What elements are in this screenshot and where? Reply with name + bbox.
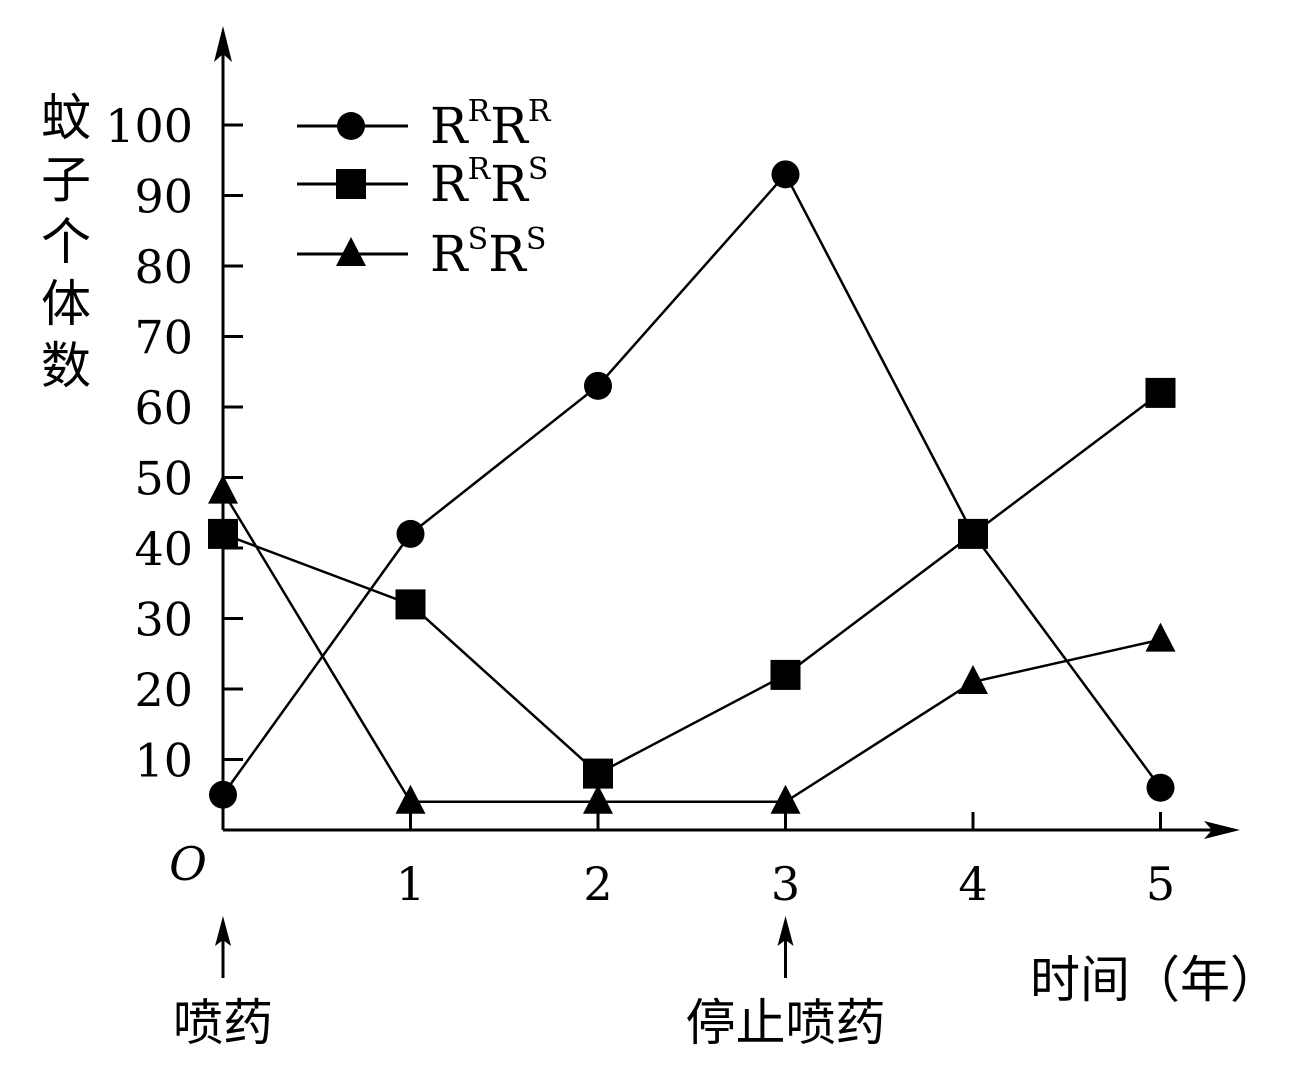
y-tick-label: 70 <box>134 311 193 365</box>
legend-label: RRRS <box>430 152 548 213</box>
annotation: 停止喷药 <box>686 916 886 1052</box>
data-point <box>584 371 612 400</box>
y-tick-label: 30 <box>134 593 193 647</box>
legend-marker <box>337 112 365 140</box>
series-circle <box>209 160 1175 809</box>
y-axis-label: 蚊子个体数 <box>41 89 91 395</box>
annotation: 喷药 <box>173 916 273 1052</box>
y-tick-label: 90 <box>134 170 193 224</box>
x-tick-label: 2 <box>583 857 612 911</box>
data-point <box>209 780 237 809</box>
data-point <box>1146 773 1175 802</box>
annotation-label: 停止喷药 <box>686 994 886 1052</box>
x-tick-label: 5 <box>1146 857 1175 911</box>
legend-entry: RRRS <box>297 152 548 213</box>
annotations: 喷药 停止喷药 <box>173 916 886 1052</box>
y-tick-label: 50 <box>134 452 193 506</box>
data-point <box>770 784 801 814</box>
annotation-label: 喷药 <box>173 994 273 1052</box>
legend-label: RSRS <box>430 222 546 283</box>
data-point <box>770 659 801 690</box>
data-point <box>771 160 800 189</box>
data-point <box>395 784 426 814</box>
series-square <box>208 377 1176 789</box>
data-point <box>395 589 426 620</box>
series-line <box>221 490 1161 804</box>
data-point <box>1145 377 1176 408</box>
data-point <box>583 784 613 814</box>
legend-marker <box>336 237 366 266</box>
y-tick-label: 100 <box>105 99 193 153</box>
series-line <box>221 172 1162 796</box>
data-point <box>1145 622 1176 652</box>
data-point <box>208 518 238 549</box>
data-point <box>396 519 425 548</box>
y-tick-label: 80 <box>134 240 193 294</box>
annotation-arrow-head <box>777 916 794 946</box>
x-axis-label: 时间（年） <box>1030 951 1280 1009</box>
legend-entry: RSRS <box>297 222 546 283</box>
x-tick-label: 1 <box>396 857 425 911</box>
y-tick-label: 10 <box>134 734 193 788</box>
series-triangle <box>208 474 1176 814</box>
series-layer <box>208 160 1176 814</box>
legend-label: RRRR <box>430 94 552 155</box>
series-line <box>222 391 1162 776</box>
x-axis-arrow <box>1204 821 1240 839</box>
axes <box>214 26 1240 839</box>
data-point <box>958 518 988 549</box>
data-point <box>208 474 238 504</box>
legend-marker <box>336 169 366 199</box>
y-axis-arrow <box>214 26 232 62</box>
annotation-arrow-head <box>215 916 231 946</box>
x-tick-label: 3 <box>771 857 800 911</box>
data-point <box>958 664 988 694</box>
origin-label: O <box>169 837 207 891</box>
y-tick-label: 20 <box>134 663 193 717</box>
legend-entry: RRRR <box>297 94 552 155</box>
data-point <box>583 758 613 789</box>
x-tick-label: 4 <box>958 857 987 911</box>
y-tick-label: 40 <box>134 522 193 576</box>
y-tick-label: 60 <box>134 381 193 435</box>
ticks: O 10 20 30 40 50 60 70 80 90 100 1 2 3 4 5 时间（年） 蚊子个体数 <box>41 89 1280 1009</box>
